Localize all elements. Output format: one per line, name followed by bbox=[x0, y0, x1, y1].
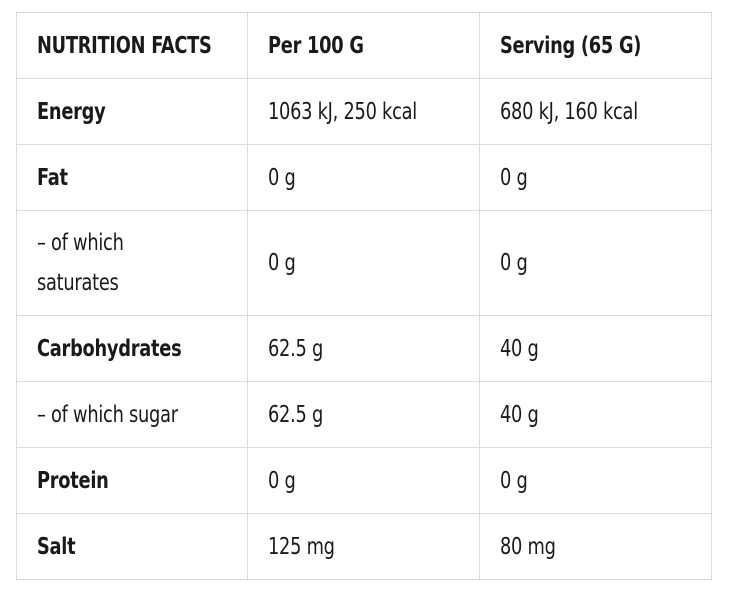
nutrition-facts-table: NUTRITION FACTS Per 100 G Serving (65 G)… bbox=[16, 12, 712, 580]
per100-value: 62.5 g bbox=[268, 335, 324, 362]
row-label-cell: Salt bbox=[16, 513, 248, 580]
table-row-fat: Fat 0 g 0 g bbox=[16, 144, 712, 211]
header-nutrition-facts-label: NUTRITION FACTS bbox=[37, 32, 212, 59]
header-per-100g-label: Per 100 G bbox=[268, 32, 364, 59]
row-label: Carbohydrates bbox=[37, 335, 182, 362]
header-nutrition-facts: NUTRITION FACTS bbox=[16, 12, 248, 79]
serving-cell: 40 g bbox=[479, 315, 712, 382]
serving-value: 0 g bbox=[500, 467, 528, 494]
serving-value: 40 g bbox=[500, 401, 539, 428]
serving-cell: 40 g bbox=[479, 381, 712, 448]
per100-cell: 0 g bbox=[247, 447, 480, 514]
serving-cell: 680 kJ, 160 kcal bbox=[479, 78, 712, 145]
row-label: Protein bbox=[37, 467, 109, 494]
row-label: – of which sugar bbox=[37, 401, 178, 428]
row-label-cell: Carbohydrates bbox=[16, 315, 248, 382]
table-header-row: NUTRITION FACTS Per 100 G Serving (65 G) bbox=[16, 12, 712, 79]
table-row-energy: Energy 1063 kJ, 250 kcal 680 kJ, 160 kca… bbox=[16, 78, 712, 145]
table-row-protein: Protein 0 g 0 g bbox=[16, 447, 712, 514]
table-row-carbohydrates: Carbohydrates 62.5 g 40 g bbox=[16, 315, 712, 382]
per100-value: 0 g bbox=[268, 250, 296, 276]
row-label: Salt bbox=[37, 533, 76, 560]
row-label-cell: – of which saturates bbox=[16, 210, 248, 316]
per100-cell: 125 mg bbox=[247, 513, 480, 580]
table-row-sugar: – of which sugar 62.5 g 40 g bbox=[16, 381, 712, 448]
serving-cell: 80 mg bbox=[479, 513, 712, 580]
row-label-cell: Fat bbox=[16, 144, 248, 211]
per100-value: 0 g bbox=[268, 164, 296, 191]
per100-cell: 1063 kJ, 250 kcal bbox=[247, 78, 480, 145]
serving-value: 0 g bbox=[500, 164, 528, 191]
per100-value: 62.5 g bbox=[268, 401, 324, 428]
row-label-cell: – of which sugar bbox=[16, 381, 248, 448]
table-row-salt: Salt 125 mg 80 mg bbox=[16, 513, 712, 580]
row-label: Energy bbox=[37, 98, 106, 125]
serving-cell: 0 g bbox=[479, 447, 712, 514]
header-serving: Serving (65 G) bbox=[479, 12, 712, 79]
serving-value: 40 g bbox=[500, 335, 539, 362]
per100-cell: 0 g bbox=[247, 144, 480, 211]
table-row-saturates: – of which saturates 0 g 0 g bbox=[16, 210, 712, 316]
per100-value: 1063 kJ, 250 kcal bbox=[268, 98, 417, 125]
per100-cell: 62.5 g bbox=[247, 315, 480, 382]
header-per-100g: Per 100 G bbox=[247, 12, 480, 79]
row-label: – of which saturates bbox=[37, 230, 124, 296]
per100-cell: 62.5 g bbox=[247, 381, 480, 448]
per100-cell: 0 g bbox=[247, 210, 480, 316]
row-label-cell: Energy bbox=[16, 78, 248, 145]
serving-value: 680 kJ, 160 kcal bbox=[500, 98, 638, 125]
nutrition-table-container: NUTRITION FACTS Per 100 G Serving (65 G)… bbox=[16, 12, 712, 580]
header-serving-label: Serving (65 G) bbox=[500, 32, 642, 59]
serving-cell: 0 g bbox=[479, 210, 712, 316]
row-label-cell: Protein bbox=[16, 447, 248, 514]
per100-value: 0 g bbox=[268, 467, 296, 494]
row-label: Fat bbox=[37, 164, 68, 191]
serving-value: 0 g bbox=[500, 250, 528, 276]
per100-value: 125 mg bbox=[268, 533, 335, 560]
serving-cell: 0 g bbox=[479, 144, 712, 211]
serving-value: 80 mg bbox=[500, 533, 556, 560]
